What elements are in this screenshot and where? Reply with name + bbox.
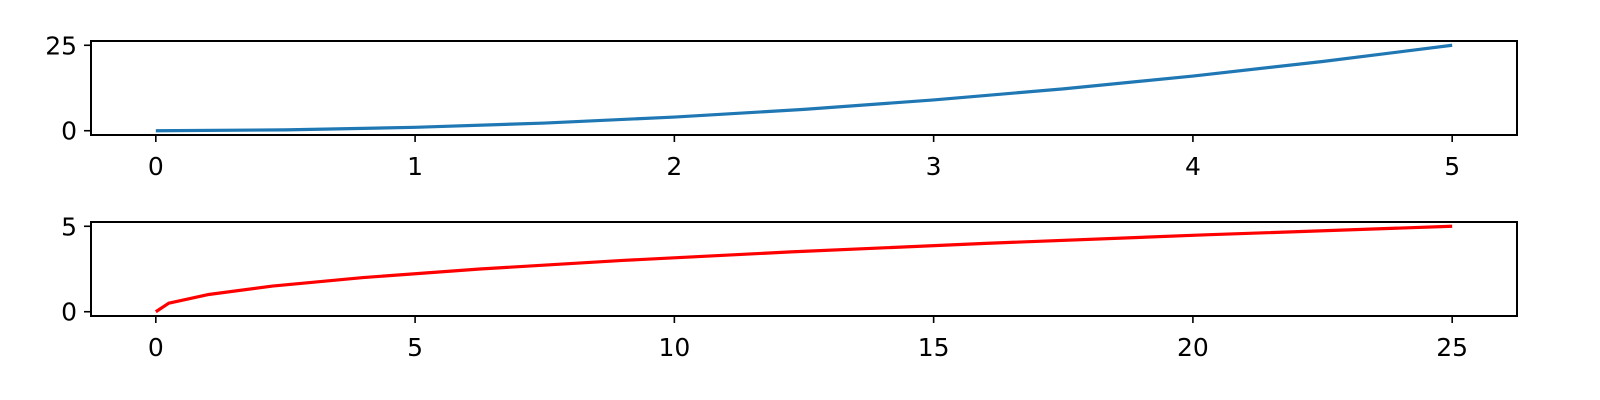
bottom-x-tick-label: 20 — [1177, 333, 1209, 362]
top-series-line-0 — [155, 43, 1453, 133]
bottom-x-tick-label: 5 — [407, 333, 423, 362]
top-x-tick-label: 2 — [666, 152, 682, 181]
bottom-x-tick-label: 15 — [918, 333, 950, 362]
bottom-x-tick-label: 0 — [148, 333, 164, 362]
bottom-series-line-0 — [154, 224, 1453, 314]
bottom-y-tick-label: 5 — [61, 212, 77, 241]
bottom-x-tick-label: 25 — [1436, 333, 1468, 362]
top-x-tick-label: 0 — [148, 152, 164, 181]
bottom-x-tick-label: 10 — [658, 333, 690, 362]
top-x-tick-label: 4 — [1185, 152, 1201, 181]
bottom-y-tick-label: 0 — [61, 298, 77, 327]
top-y-tick-label: 0 — [61, 117, 77, 146]
bottom-axes-frame — [90, 221, 1518, 317]
top-x-tick-label: 3 — [926, 152, 942, 181]
top-x-tick-label: 1 — [407, 152, 423, 181]
bottom-subplot: 0 5 10 15 20 25 0 5 — [61, 212, 1518, 362]
top-subplot: 0 1 2 3 4 5 0 25 — [45, 31, 1518, 181]
top-x-tick-label: 5 — [1444, 152, 1460, 181]
top-y-tick-label: 25 — [45, 31, 77, 60]
top-axes-frame — [90, 40, 1518, 136]
